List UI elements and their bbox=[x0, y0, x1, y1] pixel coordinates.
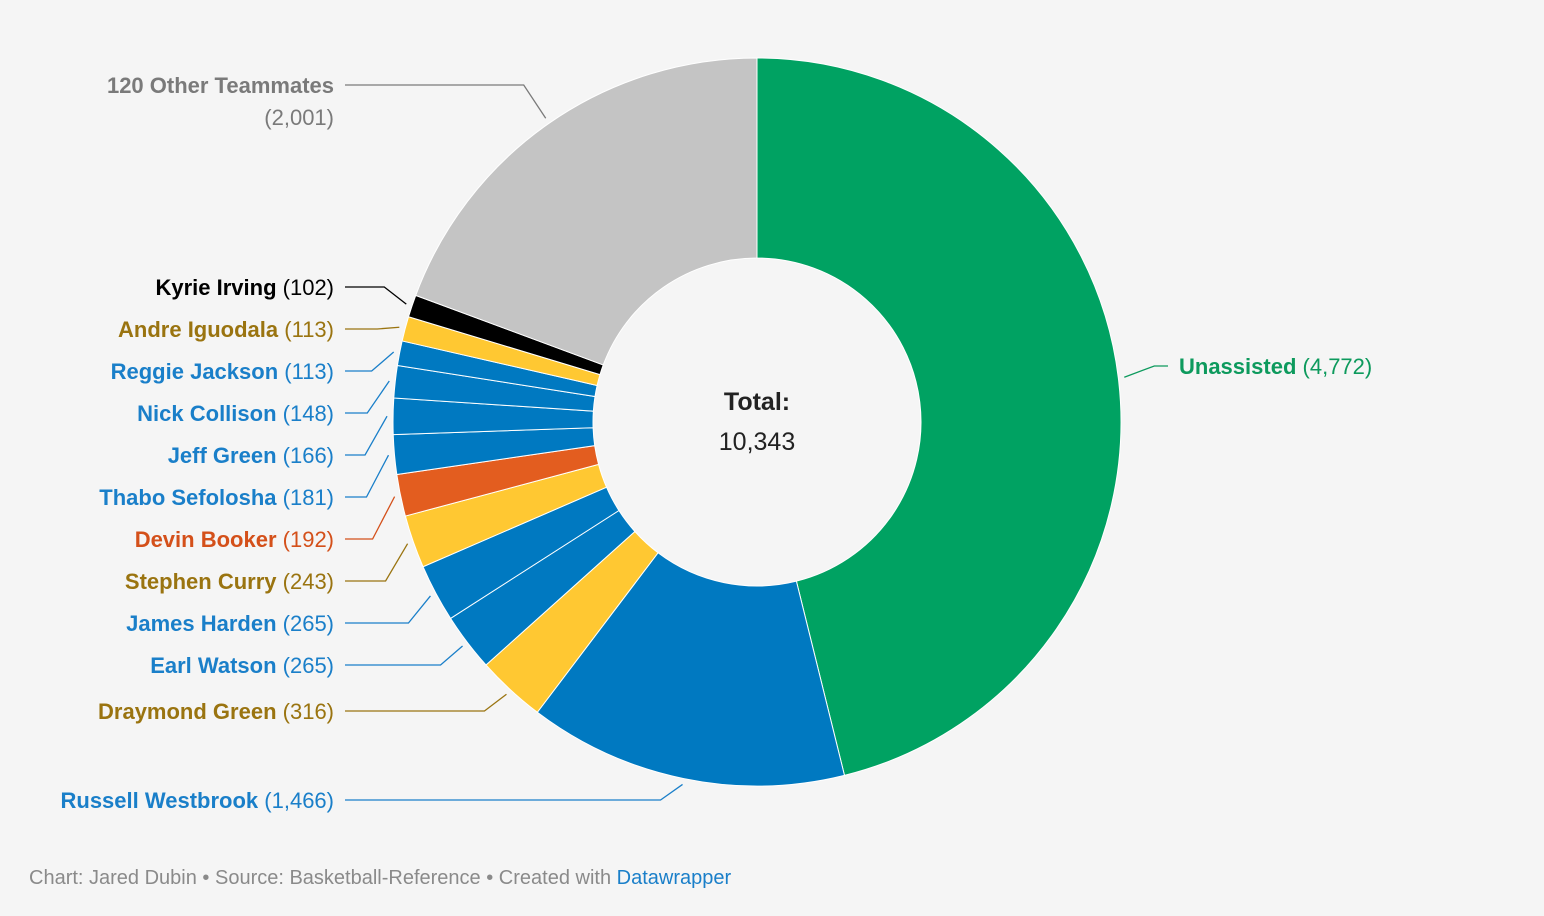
leader-line-120-other-teammates bbox=[345, 84, 547, 119]
leader-line-draymond-green bbox=[345, 693, 507, 712]
center-total-value: 10,343 bbox=[719, 428, 795, 456]
label-value: (192) bbox=[283, 527, 334, 552]
label-name: James Harden bbox=[126, 611, 276, 636]
label-kyrie-irving: Kyrie Irving (102) bbox=[155, 275, 334, 300]
leader-line-kyrie-irving bbox=[345, 286, 407, 305]
footer-credit: Chart: Jared Dubin • Source: Basketball-… bbox=[29, 867, 617, 889]
label-name: Andre Iguodala bbox=[118, 317, 279, 342]
label-120-other-teammates: 120 Other Teammates (2,001) bbox=[107, 73, 334, 130]
label-value: (265) bbox=[283, 611, 334, 636]
label-james-harden: James Harden (265) bbox=[126, 611, 334, 636]
leader-line-devin-booker bbox=[345, 496, 396, 540]
label-value: (166) bbox=[283, 443, 334, 468]
label-name: Devin Booker bbox=[135, 527, 277, 552]
label-nick-collison: Nick Collison (148) bbox=[137, 401, 334, 426]
label-value: (243) bbox=[283, 569, 334, 594]
label-name: Unassisted bbox=[1179, 354, 1296, 379]
leader-line-jeff-green bbox=[345, 415, 388, 456]
label-name: Draymond Green bbox=[98, 699, 277, 724]
label-reggie-jackson: Reggie Jackson (113) bbox=[111, 359, 334, 384]
label-value: (102) bbox=[283, 275, 334, 300]
label-value: (4,772) bbox=[1303, 354, 1373, 379]
leader-line-earl-watson bbox=[345, 645, 463, 666]
leader-line-unassisted bbox=[1124, 365, 1168, 378]
label-name: Kyrie Irving bbox=[155, 275, 276, 300]
label-value: (265) bbox=[283, 653, 334, 678]
label-earl-watson: Earl Watson (265) bbox=[150, 653, 334, 678]
leader-line-reggie-jackson bbox=[345, 351, 395, 372]
label-value: (113) bbox=[284, 359, 334, 384]
label-name: Stephen Curry bbox=[125, 569, 277, 594]
leader-line-james-harden bbox=[345, 595, 431, 624]
label-name: Jeff Green bbox=[168, 443, 277, 468]
label-name: Nick Collison bbox=[137, 401, 276, 426]
leader-line-andre-iguodala bbox=[345, 326, 400, 330]
label-value: (113) bbox=[284, 317, 334, 342]
label-name: Thabo Sefolosha bbox=[99, 485, 277, 510]
label-value: (181) bbox=[283, 485, 334, 510]
datawrapper-link[interactable]: Datawrapper bbox=[616, 867, 732, 889]
label-value: (316) bbox=[283, 699, 334, 724]
label-thabo-sefolosha: Thabo Sefolosha (181) bbox=[99, 485, 334, 510]
label-name: 120 Other Teammates bbox=[107, 73, 334, 98]
leader-line-nick-collison bbox=[345, 380, 390, 414]
label-value: (2,001) bbox=[264, 105, 334, 130]
slice-unassisted bbox=[756, 57, 1122, 776]
leader-line-stephen-curry bbox=[345, 543, 409, 582]
label-unassisted: Unassisted (4,772) bbox=[1179, 354, 1372, 379]
chart-footer: Chart: Jared Dubin • Source: Basketball-… bbox=[29, 867, 731, 890]
label-name: Earl Watson bbox=[150, 653, 276, 678]
label-andre-iguodala: Andre Iguodala (113) bbox=[118, 317, 334, 342]
label-draymond-green: Draymond Green (316) bbox=[98, 699, 334, 724]
slice-120-other-teammates bbox=[415, 57, 758, 366]
leader-line-russell-westbrook bbox=[345, 783, 683, 801]
center-total-title: Total: bbox=[724, 388, 790, 416]
label-value: (1,466) bbox=[264, 788, 334, 813]
label-russell-westbrook: Russell Westbrook (1,466) bbox=[61, 788, 335, 813]
label-jeff-green: Jeff Green (166) bbox=[168, 443, 334, 468]
label-value: (148) bbox=[283, 401, 334, 426]
label-stephen-curry: Stephen Curry (243) bbox=[125, 569, 334, 594]
label-name: Reggie Jackson bbox=[111, 359, 279, 384]
label-devin-booker: Devin Booker (192) bbox=[135, 527, 334, 552]
leader-line-thabo-sefolosha bbox=[345, 454, 390, 498]
label-name: Russell Westbrook bbox=[61, 788, 259, 813]
